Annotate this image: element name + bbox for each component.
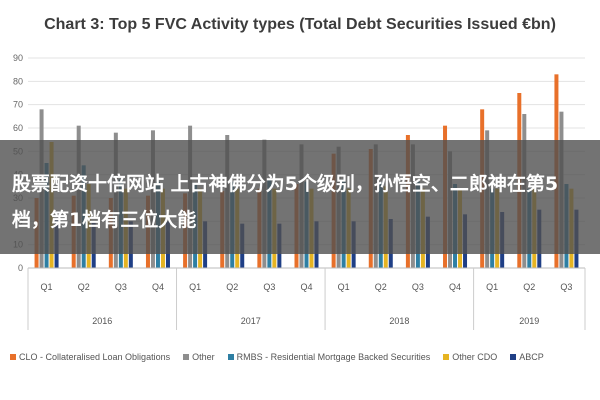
chart-title: Chart 3: Top 5 FVC Activity types (Total… xyxy=(44,16,556,33)
x-tick-label: Q2 xyxy=(78,282,90,292)
x-tick-label: Q1 xyxy=(41,282,53,292)
x-tick-label: Q3 xyxy=(115,282,127,292)
y-tick-label: 90 xyxy=(13,53,23,63)
x-tick-label: Q1 xyxy=(338,282,350,292)
y-tick-label: 0 xyxy=(18,263,23,273)
x-tick-label: Q1 xyxy=(189,282,201,292)
overlay-text: 股票配资十倍网站 上古神佛分为5个级别，孙悟空、二郎神在第5档，第1档有三位大能 xyxy=(12,173,559,231)
year-label: 2018 xyxy=(389,316,409,326)
legend-label: Other xyxy=(192,352,215,362)
legend-label: CLO - Collateralised Loan Obligations xyxy=(19,352,171,362)
x-tick-label: Q2 xyxy=(226,282,238,292)
legend-swatch xyxy=(443,354,450,360)
legend-item: Other CDO xyxy=(443,352,497,362)
legend-swatch xyxy=(10,354,16,360)
x-tick-label: Q4 xyxy=(449,282,461,292)
x-axis: Q1 Q2 Q3 Q4 Q1 Q2 Q3 Q4 Q1 Q2 Q3 Q4 Q1 Q2 Q3 2016 2017 20… xyxy=(27,267,586,330)
x-tick-label: Q4 xyxy=(152,282,164,292)
legend-label: Other CDO xyxy=(452,352,498,362)
x-tick-label: Q2 xyxy=(375,282,387,292)
x-tick-label: Q1 xyxy=(486,282,498,292)
year-label: 2016 xyxy=(92,316,112,326)
legend-item: ABCP xyxy=(510,352,544,362)
y-tick-label: 80 xyxy=(13,76,23,86)
legend-item: CLO - Collateralised Loan Obligations xyxy=(10,352,170,362)
x-tick-label: Q3 xyxy=(263,282,275,292)
overlay-banner xyxy=(0,140,600,254)
x-tick-label: Q2 xyxy=(523,282,535,292)
legend: CLO - Collateralised Loan Obligations Oth… xyxy=(10,352,595,362)
legend-swatch xyxy=(510,354,517,360)
legend-item: RMBS - Residential Mortgage Backed Secur… xyxy=(227,352,431,362)
y-tick-label: 60 xyxy=(13,123,23,133)
x-tick-label: Q3 xyxy=(412,282,424,292)
legend-item: Other xyxy=(183,352,215,362)
y-tick-label: 70 xyxy=(13,100,23,110)
legend-label: RMBS - Residential Mortgage Backed Secur… xyxy=(236,352,431,362)
legend-swatch xyxy=(227,354,234,360)
year-label: 2017 xyxy=(241,316,261,326)
x-tick-label: Q4 xyxy=(300,282,312,292)
legend-label: ABCP xyxy=(519,352,544,362)
year-label: 2019 xyxy=(519,316,539,326)
legend-swatch xyxy=(183,354,190,360)
x-tick-label: Q3 xyxy=(560,282,572,292)
